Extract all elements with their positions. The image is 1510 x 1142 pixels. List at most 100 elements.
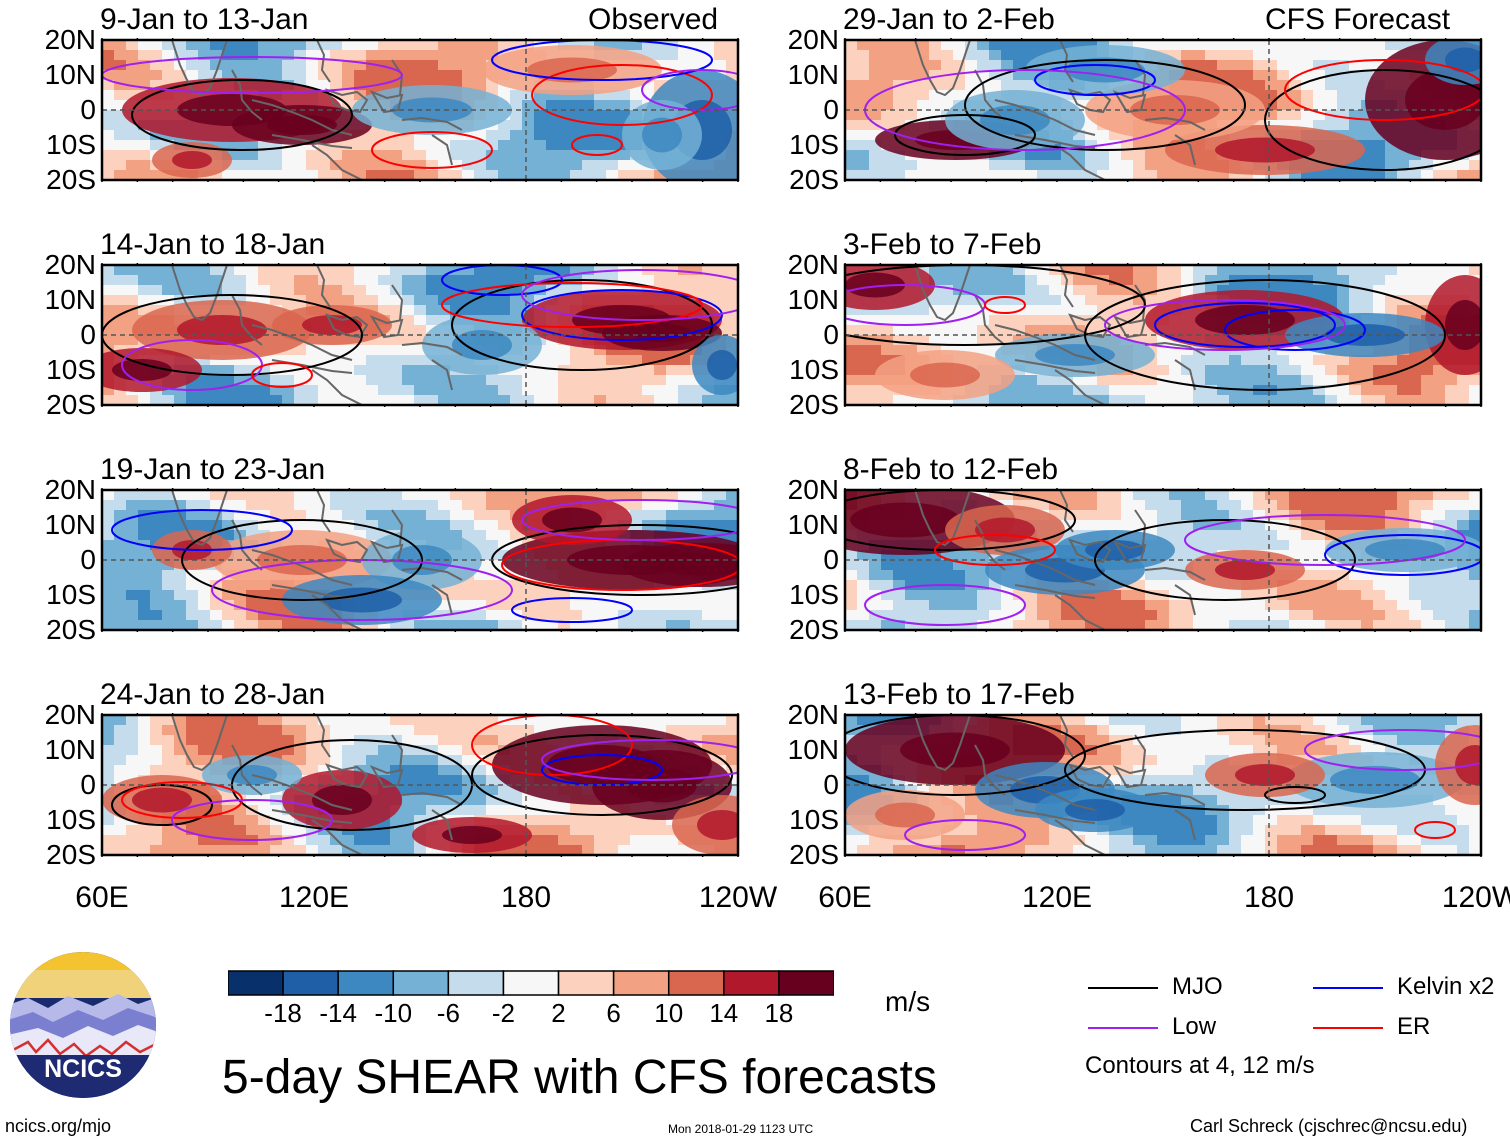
shear-cell — [1325, 285, 1338, 296]
shear-cell — [1301, 50, 1314, 61]
shear-cell — [114, 510, 127, 521]
latitude-tick-label: 10N — [787, 284, 839, 315]
shear-cell — [294, 60, 307, 71]
shear-cell — [198, 610, 211, 621]
shear-cell — [354, 365, 367, 376]
shear-cell — [941, 100, 954, 111]
shear-cell — [198, 40, 211, 51]
shear-cell — [366, 130, 379, 141]
shear-cell — [390, 335, 403, 346]
shear-cell — [138, 530, 151, 541]
shear-cell — [1325, 100, 1338, 111]
shear-cell — [426, 315, 439, 326]
shear-cell — [845, 365, 858, 376]
shear-cell — [1349, 305, 1362, 316]
shear-cell — [606, 345, 619, 356]
shear-cell — [1013, 385, 1026, 396]
shear-cell — [893, 170, 906, 180]
shear-cell — [462, 620, 475, 630]
shear-cell — [414, 765, 427, 776]
shear-cell — [114, 715, 127, 726]
shear-cell — [102, 580, 115, 591]
shear-cell — [989, 170, 1002, 180]
shear-cell — [1109, 170, 1122, 180]
shear-cell — [917, 395, 930, 405]
shear-cell — [869, 170, 882, 180]
shear-cell — [246, 715, 259, 726]
shear-cell — [486, 500, 499, 511]
shear-cell — [582, 355, 595, 366]
shear-cell — [1025, 325, 1038, 336]
shear-cell — [354, 50, 367, 61]
shear-cell — [402, 365, 415, 376]
shear-cell — [1121, 40, 1134, 51]
shear-cell — [366, 725, 379, 736]
shear-cell — [666, 50, 679, 61]
shear-cell — [522, 805, 535, 816]
shear-cell — [318, 285, 331, 296]
shear-cell — [654, 490, 667, 501]
shear-cell — [174, 620, 187, 630]
shear-cell — [1133, 395, 1146, 405]
shear-cell — [1253, 285, 1266, 296]
shear-cell — [186, 520, 199, 531]
shear-cell — [1217, 50, 1230, 61]
shear-cell — [989, 80, 1002, 91]
shear-anomaly-core — [172, 151, 212, 169]
shear-cell — [426, 610, 439, 621]
shear-cell — [1373, 285, 1386, 296]
shear-cell — [522, 715, 535, 726]
shear-cell — [893, 120, 906, 131]
shear-cell — [450, 785, 463, 796]
shear-cell — [534, 365, 547, 376]
shear-cell — [498, 90, 511, 101]
shear-cell — [1229, 170, 1242, 180]
shear-cell — [282, 375, 295, 386]
kelvin-contour — [541, 754, 663, 786]
shear-cell — [1373, 50, 1386, 61]
shear-cell — [306, 40, 319, 51]
shear-cell — [510, 150, 523, 161]
shear-cell — [354, 510, 367, 521]
shear-cell — [150, 725, 163, 736]
shear-cell — [294, 385, 307, 396]
shear-cell — [270, 295, 283, 306]
shear-cell — [714, 610, 727, 621]
shear-cell — [366, 745, 379, 756]
shear-cell — [1349, 490, 1362, 501]
shear-cell — [354, 160, 367, 171]
shear-cell — [318, 295, 331, 306]
shear-cell — [857, 100, 870, 111]
shear-cell — [426, 715, 439, 726]
shear-cell — [354, 620, 367, 630]
shear-cell — [1037, 325, 1050, 336]
shear-cell — [126, 540, 139, 551]
shear-cell — [246, 580, 259, 591]
shear-cell — [438, 620, 451, 630]
shear-cell — [390, 520, 403, 531]
shear-cell — [570, 600, 583, 611]
shear-cell — [174, 765, 187, 776]
shear-cell — [1301, 275, 1314, 286]
shear-cell — [1025, 315, 1038, 326]
shear-anomaly-core — [845, 272, 905, 298]
shear-cell — [1253, 375, 1266, 386]
shear-cell — [726, 395, 738, 405]
shear-cell — [1037, 500, 1050, 511]
shear-cell — [989, 335, 1002, 346]
shear-cell — [1409, 305, 1422, 316]
shear-cell — [726, 285, 738, 296]
shear-cell — [234, 385, 247, 396]
shear-cell — [1109, 395, 1122, 405]
shear-cell — [642, 620, 655, 630]
shear-cell — [126, 510, 139, 521]
shear-cell — [510, 170, 523, 180]
shear-cell — [138, 620, 151, 630]
shear-cell — [1121, 275, 1134, 286]
shear-cell — [1241, 70, 1254, 81]
shear-cell — [450, 150, 463, 161]
shear-cell — [558, 285, 571, 296]
shear-cell — [702, 600, 715, 611]
shear-cell — [306, 50, 319, 61]
shear-cell — [917, 325, 930, 336]
